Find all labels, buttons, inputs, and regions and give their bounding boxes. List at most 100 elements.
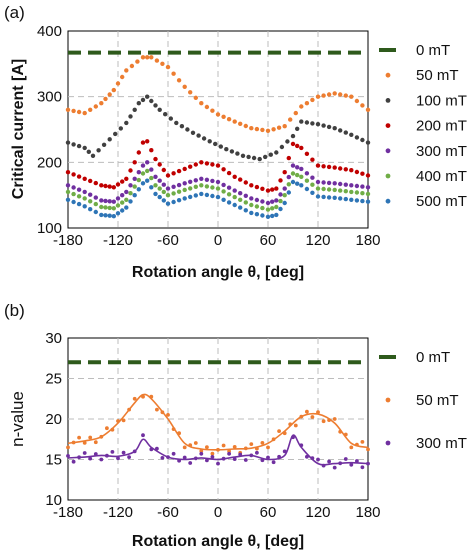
data-point: [285, 139, 290, 144]
data-point: [140, 97, 146, 103]
data-point: [93, 440, 98, 445]
data-point: [145, 55, 150, 60]
data-point: [354, 98, 360, 104]
data-point: [154, 58, 160, 63]
data-point: [93, 195, 99, 200]
data-point: [145, 178, 150, 183]
data-point: [338, 461, 343, 466]
data-point: [71, 191, 76, 197]
legend-swatch: [385, 173, 391, 179]
data-point: [321, 186, 326, 192]
data-point: [199, 176, 204, 181]
data-point: [332, 417, 337, 421]
x-tick-labels: -180 -120 -60 0 60 120 180: [53, 504, 381, 521]
data-point: [365, 185, 371, 190]
data-point: [240, 153, 246, 158]
data-point: [176, 78, 182, 83]
data-point: [71, 108, 76, 114]
data-point: [365, 140, 371, 145]
data-point: [260, 213, 265, 218]
legend-label: 50 mT: [416, 392, 459, 409]
data-point: [120, 179, 125, 184]
data-point: [215, 186, 221, 191]
series-layer: [65, 50, 371, 219]
data-point: [128, 168, 133, 173]
data-point: [254, 204, 260, 209]
panel-label: (b): [4, 301, 25, 320]
legend-label: 0 mT: [416, 42, 450, 59]
data-point: [93, 452, 98, 456]
data-point: [282, 124, 287, 129]
data-point: [161, 189, 166, 195]
data-point: [124, 197, 129, 202]
data-point: [295, 126, 300, 131]
data-point: [210, 185, 215, 190]
data-point: [193, 184, 198, 189]
data-point: [293, 110, 298, 116]
data-point: [326, 195, 332, 200]
data-point: [188, 194, 193, 200]
data-point: [157, 107, 162, 113]
data-point: [260, 127, 265, 133]
data-point: [210, 178, 215, 184]
data-point: [163, 112, 168, 117]
data-point: [257, 156, 262, 162]
data-point: [171, 427, 176, 431]
data-point: [103, 205, 108, 210]
data-point: [229, 149, 235, 154]
data-point: [168, 116, 173, 121]
data-point: [199, 160, 204, 165]
data-point: [71, 459, 76, 464]
data-point: [129, 63, 135, 69]
data-point: [238, 197, 243, 202]
data-point: [132, 184, 137, 189]
data-point: [107, 92, 112, 97]
data-point: [65, 140, 71, 145]
data-point: [77, 435, 81, 440]
data-point: [171, 199, 176, 205]
data-point: [321, 180, 326, 185]
series-500-mt: [65, 178, 371, 219]
data-point: [232, 202, 237, 208]
data-point: [277, 454, 281, 459]
legend-swatch: [385, 98, 391, 103]
data-point: [360, 465, 365, 470]
data-point: [128, 183, 133, 188]
data-point: [88, 199, 93, 204]
x-tick-label: -180: [53, 504, 83, 521]
data-point: [188, 179, 193, 184]
data-point: [255, 450, 259, 455]
data-point: [332, 165, 337, 170]
data-point: [161, 198, 166, 203]
data-point: [165, 201, 171, 206]
data-point: [221, 114, 226, 120]
data-point: [199, 449, 204, 453]
data-point: [249, 196, 254, 201]
data-point: [182, 445, 187, 450]
data-point: [161, 182, 166, 187]
data-point: [226, 117, 232, 122]
data-point: [315, 179, 321, 185]
data-point: [149, 167, 154, 172]
data-point: [103, 198, 108, 204]
data-point: [115, 203, 121, 208]
data-point: [110, 450, 115, 454]
legend-label: 300 mT: [416, 435, 467, 452]
data-point: [161, 167, 166, 173]
data-point: [155, 446, 159, 451]
data-point: [365, 191, 371, 197]
data-point: [149, 175, 154, 181]
data-point: [135, 59, 140, 64]
data-point: [332, 181, 337, 186]
y-tick-label: 20: [45, 411, 62, 428]
data-point: [282, 200, 287, 206]
data-point: [349, 168, 354, 173]
data-point: [176, 198, 182, 203]
data-point: [140, 163, 146, 168]
data-point: [136, 101, 141, 106]
y-tick-label: 30: [45, 330, 62, 347]
data-point: [193, 178, 198, 183]
data-point: [124, 68, 129, 73]
data-point: [120, 208, 125, 213]
y-tick-label: 300: [37, 89, 62, 106]
